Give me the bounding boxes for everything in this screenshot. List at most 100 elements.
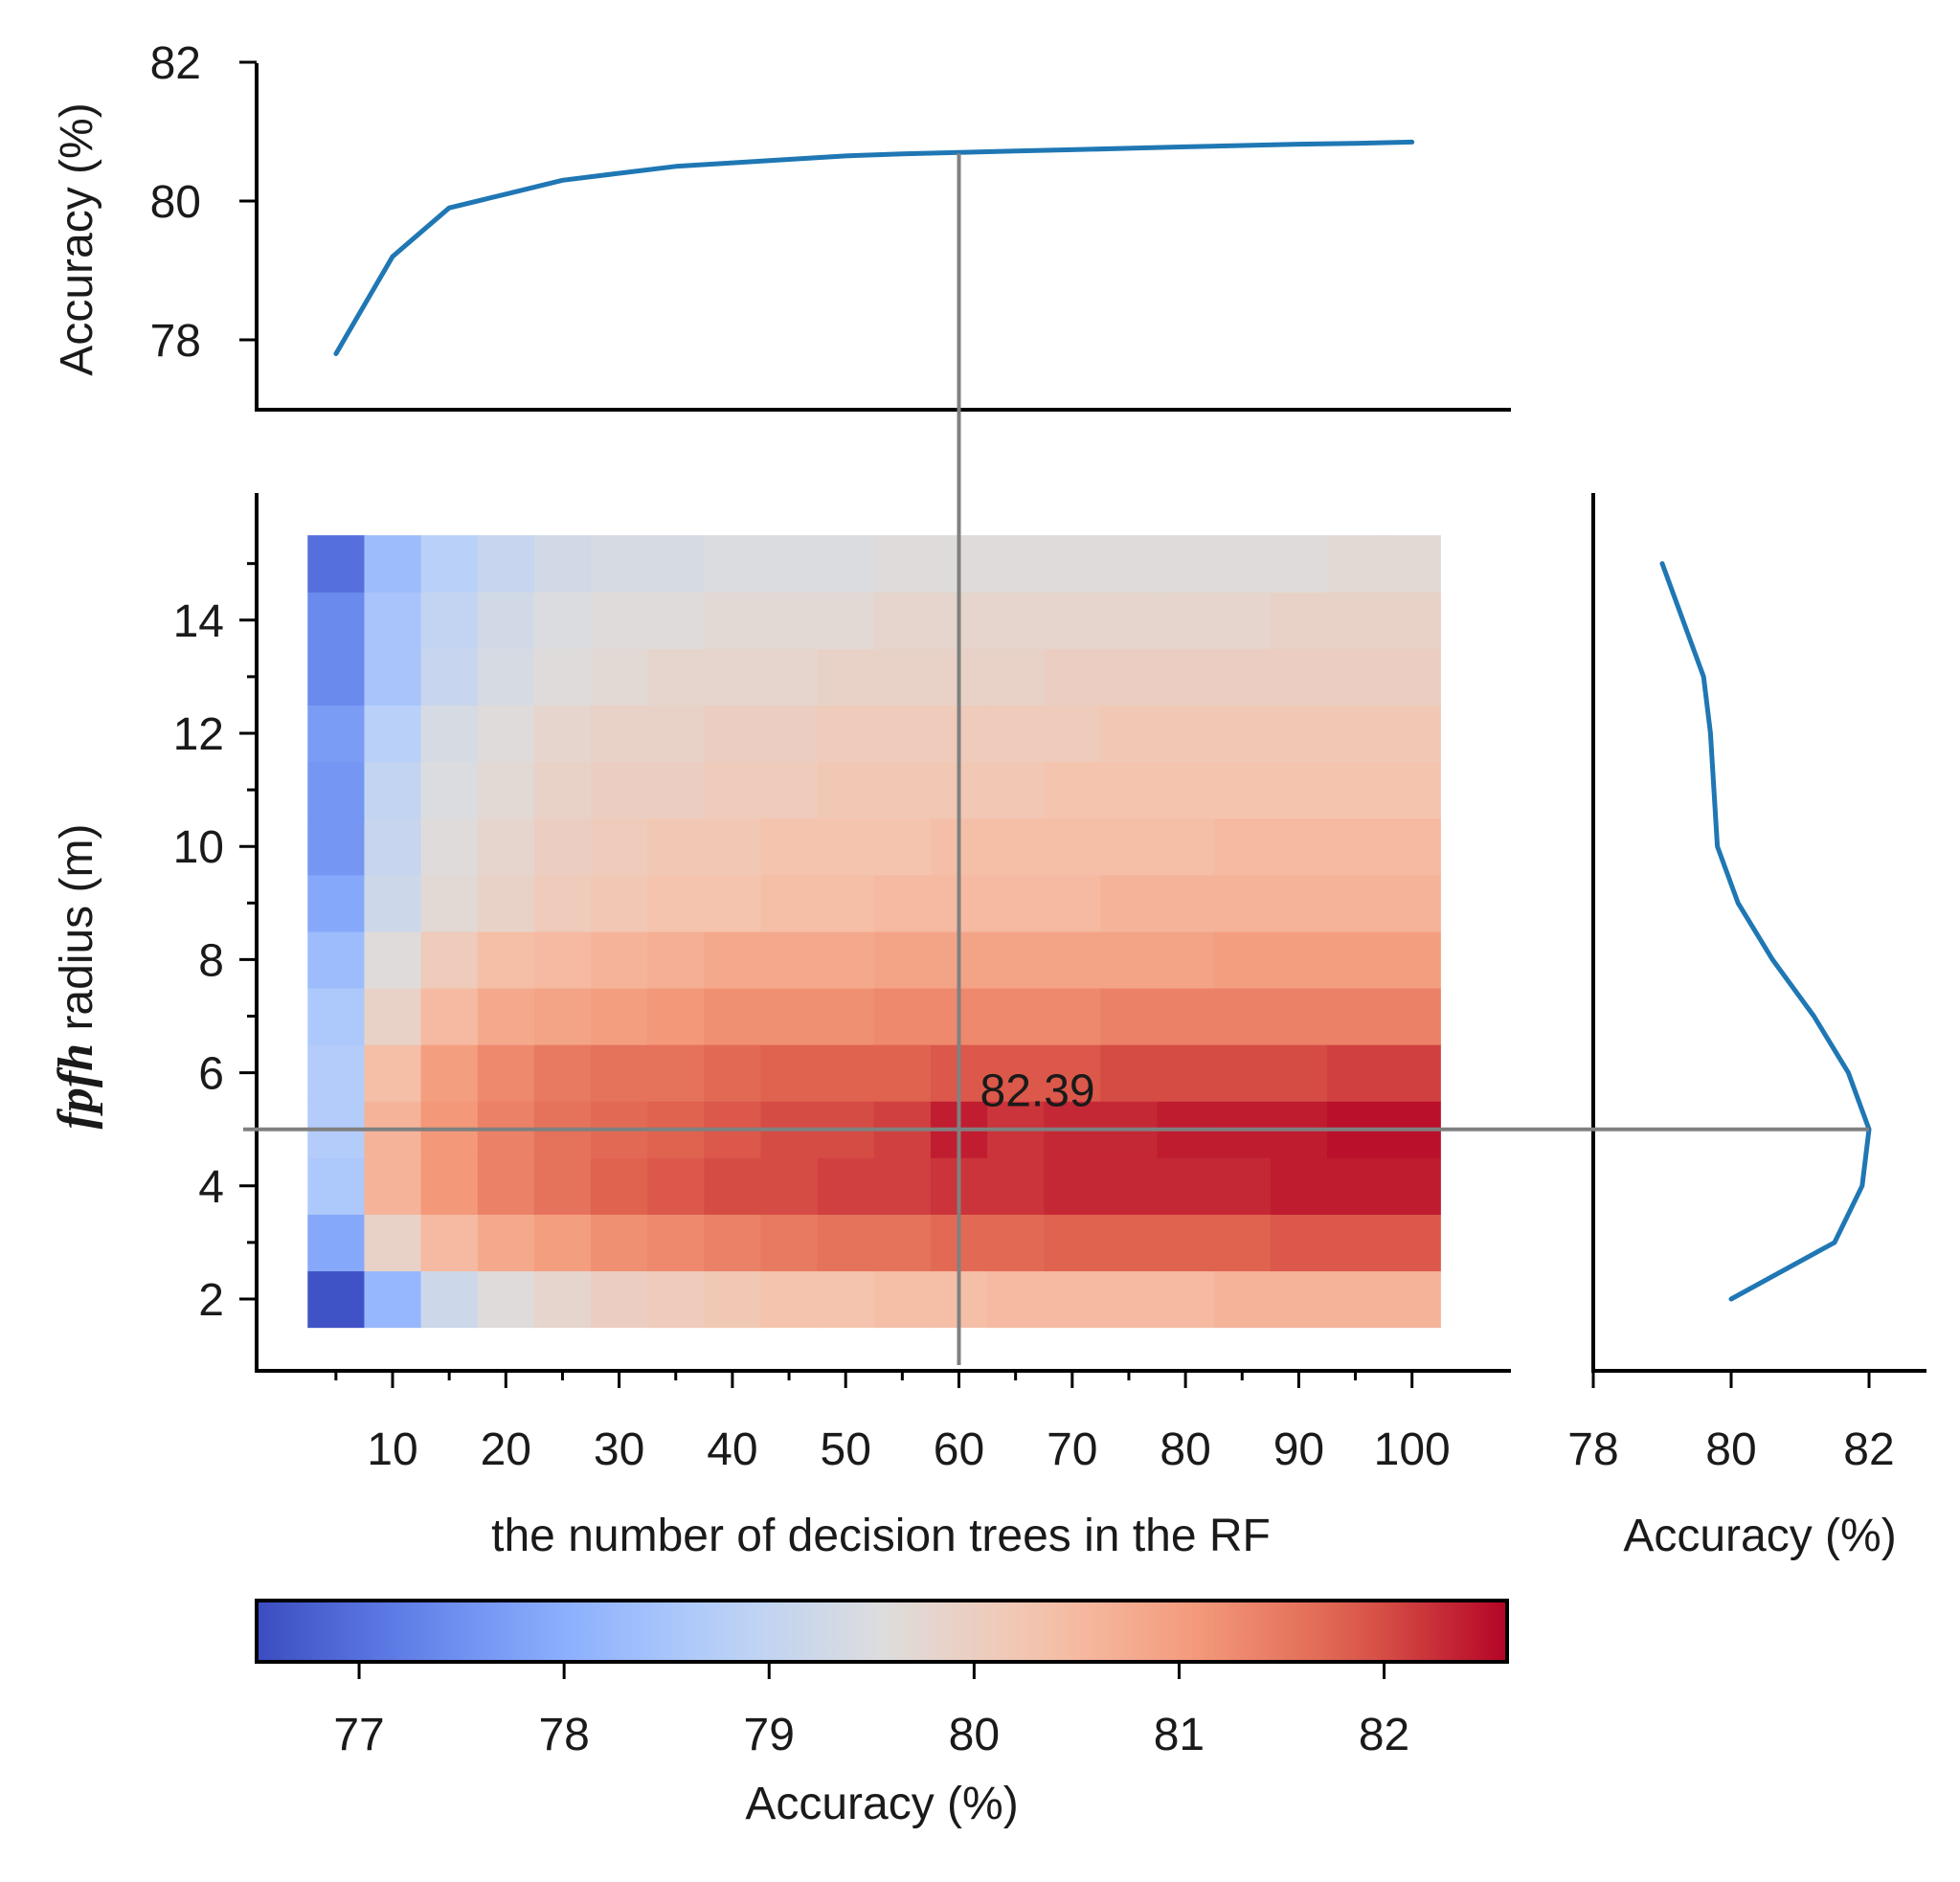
heatmap-cell bbox=[1157, 818, 1215, 876]
heatmap-x-tick-label: 60 bbox=[934, 1424, 984, 1475]
heatmap-cell bbox=[1213, 1214, 1272, 1272]
heatmap-cell bbox=[704, 1270, 762, 1329]
heatmap-cell bbox=[760, 874, 819, 932]
heatmap-cell bbox=[364, 874, 422, 932]
heatmap-cell bbox=[873, 648, 932, 706]
heatmap-cell bbox=[817, 648, 875, 706]
heatmap-cell bbox=[420, 705, 479, 763]
heatmap-x-tick-label: 40 bbox=[707, 1424, 757, 1475]
heatmap-cell bbox=[704, 930, 762, 989]
heatmap-cell bbox=[1044, 818, 1101, 876]
heatmap-y-tick-label: 6 bbox=[198, 1049, 224, 1100]
heatmap-cell bbox=[1044, 1214, 1101, 1272]
heatmap-cell bbox=[477, 592, 535, 649]
heatmap-y-tick-label: 8 bbox=[198, 935, 224, 986]
right-panel-x-tick-label: 78 bbox=[1567, 1424, 1618, 1475]
heatmap-cell bbox=[307, 874, 366, 932]
heatmap-cell bbox=[591, 535, 648, 593]
heatmap-y-tick-label: 10 bbox=[173, 822, 224, 873]
heatmap-x-tick-label: 20 bbox=[481, 1424, 531, 1475]
heatmap-cell bbox=[760, 1157, 819, 1215]
heatmap-cell bbox=[477, 874, 535, 932]
heatmap-x-tick-label: 30 bbox=[594, 1424, 644, 1475]
heatmap-cell bbox=[1326, 930, 1385, 989]
heatmap-cell bbox=[1326, 1214, 1385, 1272]
colorbar-tick-label: 78 bbox=[538, 1710, 589, 1760]
heatmap-cell bbox=[307, 592, 366, 649]
heatmap-x-tick-label: 80 bbox=[1160, 1424, 1210, 1475]
top-panel-y-tick-label: 78 bbox=[150, 316, 201, 367]
heatmap-cell bbox=[307, 987, 366, 1045]
heatmap-cell bbox=[1326, 705, 1385, 763]
heatmap-cell bbox=[533, 592, 592, 649]
heatmap-cell bbox=[364, 1270, 422, 1329]
heatmap-cell bbox=[533, 1270, 592, 1329]
heatmap-cell bbox=[817, 535, 875, 593]
heatmap-x-tick-label: 50 bbox=[821, 1424, 871, 1475]
heatmap-cell bbox=[307, 648, 366, 706]
heatmap-cell bbox=[1213, 1044, 1272, 1102]
heatmap-cell bbox=[704, 705, 762, 763]
heatmap-y-tick-label: 2 bbox=[198, 1275, 224, 1326]
heatmap-cell bbox=[1157, 1270, 1215, 1329]
heatmap-cell bbox=[1384, 874, 1441, 932]
heatmap-cell bbox=[307, 930, 366, 989]
heatmap-cell bbox=[817, 874, 875, 932]
colorbar-title: Accuracy (%) bbox=[745, 1779, 1018, 1829]
heatmap-cell bbox=[1384, 648, 1441, 706]
heatmap-cell bbox=[1270, 761, 1328, 819]
heatmap-cell bbox=[533, 705, 592, 763]
heatmap-cell bbox=[873, 987, 932, 1045]
heatmap-cell bbox=[1157, 592, 1215, 649]
heatmap-cell bbox=[1044, 761, 1101, 819]
heatmap-cell bbox=[1157, 930, 1215, 989]
heatmap-cell bbox=[1213, 1270, 1272, 1329]
heatmap-cell bbox=[1044, 535, 1101, 593]
heatmap-cell bbox=[1326, 761, 1385, 819]
colorbar-tick-label: 82 bbox=[1359, 1710, 1409, 1760]
heatmap-cell bbox=[1213, 535, 1272, 593]
heatmap-x-axis-title: the number of decision trees in the RF bbox=[491, 1511, 1271, 1561]
heatmap-cell bbox=[1157, 1214, 1215, 1272]
heatmap-cell bbox=[420, 648, 479, 706]
heatmap-cell bbox=[420, 1214, 479, 1272]
heatmap-cell bbox=[591, 705, 648, 763]
heatmap-cell bbox=[704, 592, 762, 649]
heatmap-cell bbox=[817, 705, 875, 763]
heatmap-cell bbox=[591, 648, 648, 706]
heatmap-cell bbox=[307, 818, 366, 876]
heatmap-cell bbox=[420, 1270, 479, 1329]
heatmap-cell bbox=[1270, 1270, 1328, 1329]
heatmap-cell bbox=[591, 1214, 648, 1272]
heatmap-cell bbox=[1270, 874, 1328, 932]
heatmap-cell bbox=[1100, 535, 1159, 593]
top-panel-y-axis-title: Accuracy (%) bbox=[52, 102, 102, 375]
heatmap-cell bbox=[364, 1044, 422, 1102]
heatmap-cell bbox=[1384, 761, 1441, 819]
heatmap-cell bbox=[647, 1270, 705, 1329]
heatmap-cell bbox=[647, 1157, 705, 1215]
heatmap-x-tick-label: 10 bbox=[367, 1424, 417, 1475]
heatmap-cell bbox=[704, 874, 762, 932]
heatmap-cell bbox=[533, 648, 592, 706]
heatmap-cell bbox=[533, 987, 592, 1045]
heatmap-cell bbox=[1384, 1044, 1441, 1102]
guide-lines bbox=[243, 153, 1869, 1365]
heatmap-cell bbox=[1100, 648, 1159, 706]
heatmap-cell bbox=[987, 1214, 1045, 1272]
heatmap-cell bbox=[1326, 1044, 1385, 1102]
heatmap-cell bbox=[704, 535, 762, 593]
heatmap-cell bbox=[591, 1044, 648, 1102]
heatmap-cell bbox=[533, 1157, 592, 1215]
heatmap-cell bbox=[987, 1270, 1045, 1329]
heatmap-cell bbox=[1044, 1044, 1101, 1102]
heatmap-cell bbox=[1213, 818, 1272, 876]
colorbar: 77 78 79 80 81 82 Accuracy (%) bbox=[255, 1599, 1509, 1829]
heatmap-cell bbox=[873, 761, 932, 819]
heatmap-cell bbox=[760, 987, 819, 1045]
colorbar-tick-label: 81 bbox=[1154, 1710, 1205, 1760]
heatmap-cell bbox=[477, 1044, 535, 1102]
heatmap-cell bbox=[987, 705, 1045, 763]
heatmap-cell bbox=[873, 930, 932, 989]
heatmap-cell bbox=[364, 1157, 422, 1215]
